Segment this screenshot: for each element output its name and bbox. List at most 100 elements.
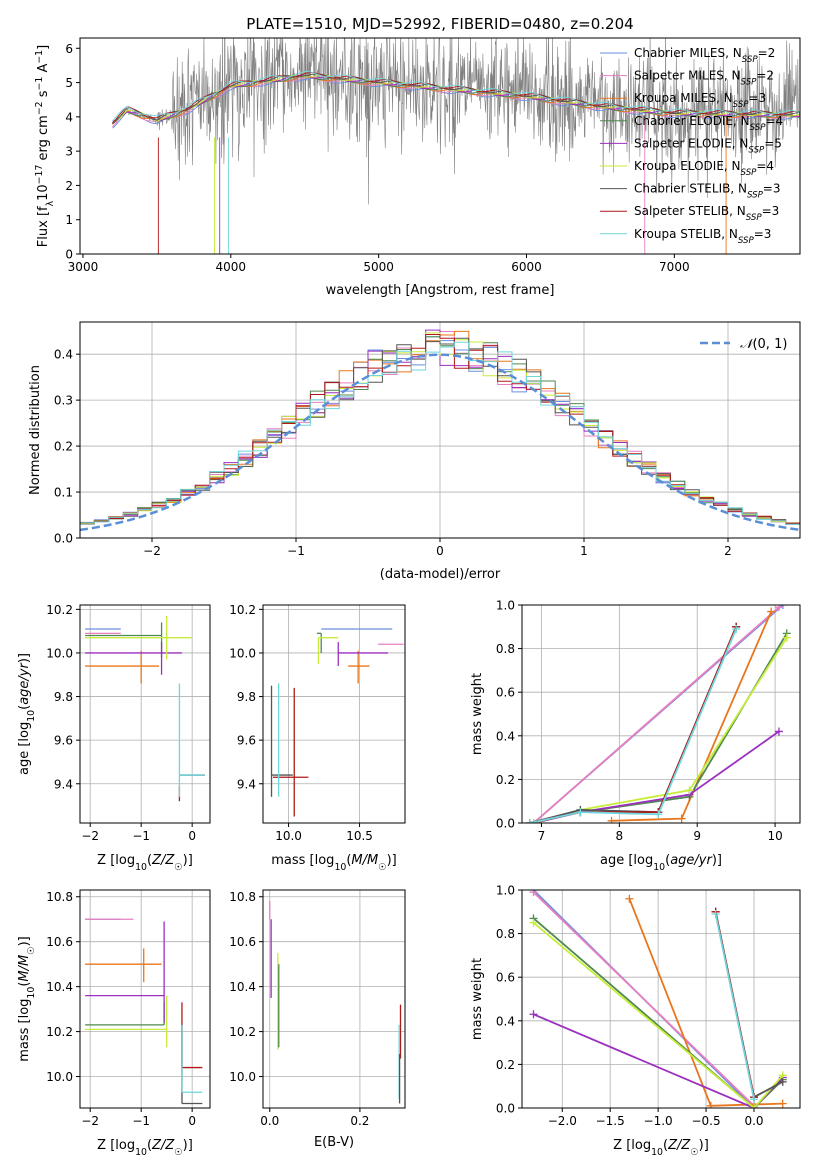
spectrum-model-line (112, 73, 800, 125)
x-tick-label: 2 (724, 544, 732, 558)
y-tick-label: 9.8 (54, 690, 73, 704)
weight-line (533, 730, 780, 823)
y-axis-label: Normed distribution (28, 365, 43, 495)
y-tick-label: 0.2 (496, 1058, 515, 1072)
weight-marker (767, 607, 776, 616)
x-tick-label: 4000 (216, 260, 247, 274)
weight-line (529, 626, 737, 823)
y-tick-label: 0.0 (496, 1102, 515, 1116)
weight-line (532, 917, 784, 1108)
y-tick-label: 0.4 (496, 729, 515, 743)
y-tick-label: 0 (65, 248, 73, 262)
plot-area (270, 628, 404, 817)
x-tick-label: 6000 (511, 260, 542, 274)
y-tick-label: 0.3 (54, 394, 73, 408)
panel-residuals: −2 −1 0 1 2 0.0 0.1 0.2 0.3 0.4 (data-model)/error… (28, 321, 801, 582)
weight-line (532, 891, 755, 1107)
weight-marker (778, 1099, 787, 1108)
x-tick-label: 5000 (363, 260, 394, 274)
weight-marker (778, 1077, 787, 1086)
weight-marker (685, 786, 694, 795)
y-tick-label: 0.2 (54, 440, 73, 454)
y-tick-label: 10.6 (229, 935, 256, 949)
y-tick-label: 3 (65, 145, 73, 159)
grid (263, 890, 405, 1108)
y-tick-label: 9.4 (237, 777, 256, 791)
axes-frame (521, 604, 801, 824)
weight-marker (782, 633, 791, 642)
weight-marker (529, 890, 538, 897)
weight-line (533, 637, 788, 823)
x-tick-label: 1 (580, 544, 588, 558)
legend: Chabrier MILES, NSSP=2 Salpeter MILES, NS… (600, 46, 783, 246)
y-axis-label: mass weight (470, 673, 485, 755)
y-tick-label: 10.4 (46, 980, 73, 994)
x-tick-label: 8 (616, 829, 624, 843)
panel-weight-vs-age: 7 8 9 10 0.0 0.2 0.4 0.6 0.8 1.0 age [log10(age/yr… (470, 599, 801, 873)
weight-marker (749, 1095, 758, 1104)
y-tick-label: 0.1 (54, 486, 73, 500)
x-tick-label: 10.5 (346, 829, 373, 843)
y-tick-label: 10.0 (229, 1070, 256, 1084)
weight-marker (732, 624, 741, 633)
x-tick-label: 10.0 (275, 829, 302, 843)
y-axis-label: mass weight (470, 958, 485, 1040)
panel-mass-vs-ebv: 0.0 0.2 10.0 10.2 10.4 10.6 10.8 E(B-V) (229, 889, 406, 1150)
figure-title: PLATE=1510, MJD=52992, FIBERID=0480, z=0… (246, 15, 633, 33)
y-tick-label: 9.6 (54, 734, 73, 748)
weight-line (611, 611, 773, 822)
y-tick-label: 9.8 (237, 690, 256, 704)
x-tick-label: −2.0 (548, 1114, 577, 1128)
weight-line (714, 913, 755, 1100)
x-tick-label: −0.5 (691, 1114, 720, 1128)
weight-line (533, 606, 780, 823)
x-tick-label: 0 (188, 829, 196, 843)
x-tick-label: −1 (287, 544, 305, 558)
spectrum-data-line (112, 38, 800, 205)
y-tick-label: 10.0 (229, 646, 256, 660)
panel-age-vs-Z: −2 −1 0 9.4 9.6 9.8 10.0 10.2 Z [log10(Z/Z☉)] age… (17, 603, 211, 873)
x-axis-label: mass [log10(M/M☉)] (271, 853, 397, 873)
y-tick-label: 5 (65, 76, 73, 90)
grid (80, 605, 210, 823)
y-tick-label: 0.6 (496, 686, 515, 700)
legend-label: 𝒩(0, 1) (740, 337, 787, 352)
y-tick-label: 10.0 (46, 1070, 73, 1084)
weight-marker (711, 909, 720, 918)
weight-marker (576, 808, 585, 817)
x-axis-label: (data-model)/error (380, 567, 501, 582)
axes-frame (79, 889, 211, 1109)
plot-area (525, 605, 791, 823)
grid (80, 890, 210, 1108)
x-axis-label: Z [log10(Z/Z☉)] (97, 1138, 193, 1158)
x-axis-label: wavelength [Angstrom, rest frame] (326, 283, 555, 298)
x-tick-label: 10 (767, 829, 782, 843)
y-tick-label: 9.4 (54, 777, 73, 791)
axes-frame (262, 604, 406, 824)
legend-label: Kroupa MILES, NSSP=3 (634, 91, 766, 110)
x-tick-label: 0.2 (350, 1114, 369, 1128)
x-tick-label: 3000 (68, 260, 99, 274)
panel-age-vs-mass: 10.0 10.5 9.4 9.6 9.8 10.0 10.2 mass [log10(M/M… (229, 603, 406, 873)
weight-marker (529, 1010, 538, 1019)
y-tick-label: 1.0 (496, 599, 515, 613)
y-tick-label: 0.6 (496, 971, 515, 985)
panel-mass-vs-Z: −2 −1 0 10.0 10.2 10.4 10.6 10.8 Z [log10(Z/Z☉)]… (17, 889, 211, 1158)
axes-frame (79, 37, 801, 255)
y-axis-label: age [log10(age/yr)] (17, 653, 37, 775)
panel-weight-vs-Z: −2.0 −1.5 −1.0 −0.5 0.0 0.0 0.2 0.4 0.6 0.8 1.0 Z [… (470, 884, 801, 1158)
x-tick-label: −2 (143, 544, 161, 558)
x-tick-label: −1 (132, 1114, 150, 1128)
x-tick-label: 0.0 (744, 1114, 763, 1128)
y-tick-label: 10.4 (229, 980, 256, 994)
y-axis-label: mass [log10(M/M☉)] (17, 936, 37, 1062)
legend-label: Kroupa ELODIE, NSSP=4 (634, 159, 774, 178)
y-tick-label: 10.2 (229, 1025, 256, 1039)
x-tick-label: −2 (81, 829, 99, 843)
histogram-step (80, 341, 800, 527)
weight-marker (706, 1101, 715, 1108)
spectrum-model-line (112, 70, 800, 122)
x-tick-label: 9 (693, 829, 701, 843)
legend-label: Salpeter ELODIE, NSSP=5 (634, 136, 782, 155)
legend-label: Chabrier STELIB, NSSP=3 (634, 182, 781, 201)
